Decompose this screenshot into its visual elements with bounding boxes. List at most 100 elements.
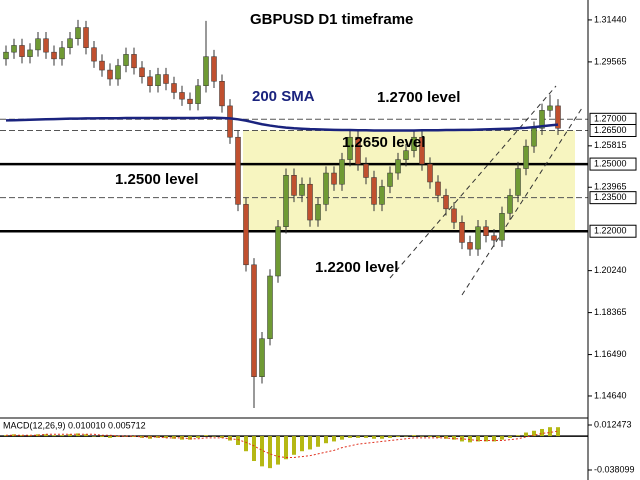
candle-body — [131, 54, 137, 69]
annotation: 1.2650 level — [342, 134, 425, 151]
macd-bar — [300, 436, 304, 452]
macd-bar — [284, 436, 288, 460]
candle-body — [283, 175, 289, 228]
candle-body — [187, 98, 193, 104]
candle-body — [483, 226, 489, 236]
level-label-box — [589, 191, 637, 205]
macd-bar — [188, 436, 192, 440]
candle-body — [227, 105, 233, 138]
macd-bar — [84, 434, 88, 437]
candle-body — [307, 183, 313, 221]
candle-body — [195, 85, 201, 104]
macd-bar — [60, 435, 64, 437]
candle-body — [475, 226, 481, 250]
y-tick-label: 1.14640 — [594, 390, 627, 400]
macd-bar — [236, 436, 240, 445]
candle-body — [83, 27, 89, 48]
candle-body — [11, 45, 17, 53]
candle-body — [531, 128, 537, 147]
candle-body — [139, 67, 145, 78]
candle-body — [107, 69, 113, 80]
macd-bar — [52, 435, 56, 437]
macd-bar — [436, 436, 440, 438]
candle-body — [371, 177, 377, 205]
candle-body — [27, 49, 33, 57]
macd-bar — [540, 428, 544, 437]
candle-body — [547, 105, 553, 111]
candle-body — [363, 163, 369, 178]
macd-bar — [388, 436, 392, 438]
candle-body — [163, 74, 169, 84]
macd-bar — [532, 430, 536, 437]
candle-body — [499, 213, 505, 241]
candle-body — [427, 163, 433, 183]
signal-line — [6, 430, 559, 458]
macd-bar — [204, 435, 208, 437]
level-label-box — [589, 157, 637, 171]
candle-body — [411, 136, 417, 151]
candle-body — [459, 222, 465, 243]
candle-body — [507, 195, 513, 214]
candle-body — [291, 175, 297, 196]
level-label: 1.27000 — [594, 114, 627, 124]
sma-line — [5, 116, 559, 132]
candle-body — [51, 51, 57, 60]
candle-body — [379, 186, 385, 205]
candle-body — [19, 45, 25, 57]
macd-bar — [196, 436, 200, 438]
macd-bar — [212, 436, 216, 437]
candle-body — [35, 38, 41, 51]
macd-bar — [108, 436, 112, 438]
annotation: 1.2500 level — [115, 171, 198, 188]
macd-bar — [420, 436, 424, 437]
candle-body — [331, 172, 337, 185]
candle-body — [203, 56, 209, 86]
annotation: 1.2200 level — [315, 259, 398, 276]
level-label: 1.26500 — [594, 125, 627, 135]
candle-body — [219, 81, 225, 107]
candle-body — [259, 338, 265, 377]
channel-line — [389, 85, 557, 279]
candle-body — [443, 195, 449, 210]
macd-bar — [252, 436, 256, 462]
macd-bar — [524, 432, 528, 437]
candle-body — [323, 172, 329, 205]
macd-bar — [244, 436, 248, 452]
candle-body — [243, 204, 249, 266]
macd-bar — [476, 436, 480, 442]
macd-bar — [260, 436, 264, 467]
macd-bar — [556, 427, 560, 437]
macd-bar — [44, 434, 48, 437]
candle-body — [59, 47, 65, 60]
candle-body — [387, 172, 393, 187]
macd-bar — [492, 436, 496, 442]
candle-body — [555, 105, 561, 129]
y-tick-label: 0.012473 — [594, 419, 632, 429]
candle-body — [515, 168, 521, 196]
macd-bar — [220, 436, 224, 438]
macd-bar — [412, 435, 416, 437]
macd-bar — [100, 436, 104, 437]
candle-body — [435, 181, 441, 196]
level-label-box — [589, 224, 637, 238]
y-tick-label: 1.31440 — [594, 14, 627, 24]
macd-bar — [372, 436, 376, 439]
candle-body — [419, 136, 425, 165]
annotation: 1.2700 level — [377, 89, 460, 106]
indicator-label: MACD(12,26,9) 0.010010 0.005712 — [3, 420, 146, 430]
y-tick-label: 1.16490 — [594, 349, 627, 359]
macd-bar — [348, 436, 352, 438]
candle-body — [275, 226, 281, 277]
candle-body — [467, 242, 473, 250]
candle-body — [43, 38, 49, 53]
candle-body — [179, 92, 185, 100]
candle-body — [347, 136, 353, 160]
candle-body — [75, 27, 81, 39]
candle-body — [211, 56, 217, 82]
macd-bar — [68, 434, 72, 437]
macd-bar — [356, 436, 360, 438]
macd-bar — [452, 436, 456, 440]
annotation: 200 SMA — [252, 88, 315, 105]
channel-line — [461, 107, 583, 296]
